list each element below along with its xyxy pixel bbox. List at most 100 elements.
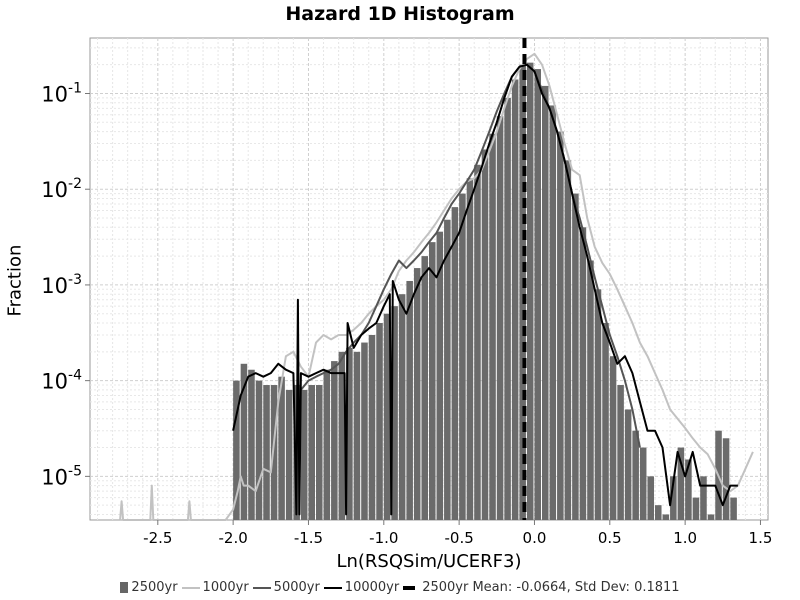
histogram-bar [331,361,338,520]
chart-title: Hazard 1D Histogram [285,3,515,25]
y-axis-label: Fraction [4,244,26,317]
line-series [119,52,754,521]
histogram-bar [594,289,602,520]
histogram-bar [602,323,609,520]
histogram-bar [632,430,639,520]
x-tick-label: 1.5 [749,529,773,547]
histogram-bar [391,306,398,520]
histogram-bar [722,438,730,520]
y-tick-label: 10-1 [41,80,82,106]
x-tick-label: -2.5 [143,529,172,547]
legend-item-1000yr: 1000yr [181,580,249,595]
histogram-bar [270,385,278,520]
histogram-bar [421,256,428,520]
y-tick-label: 10-5 [41,463,82,489]
histogram-bar [647,476,654,520]
legend-label: 2500yr [131,580,178,595]
bar-series-2500yr [233,62,737,521]
x-tick-label: -1.5 [294,529,323,547]
histogram-bar [353,351,361,520]
legend-swatch-line [252,586,271,589]
histogram-bar [240,363,248,520]
histogram-bar [346,347,353,520]
histogram-bar [519,64,526,520]
histogram-bar [316,385,323,520]
legend-label: 1000yr [202,580,249,595]
histogram-bar [308,385,315,520]
legend-swatch-line [181,586,200,589]
histogram-bar [609,356,617,520]
histogram-bar [233,380,240,520]
histogram-bar [383,313,391,520]
histogram-bar [466,178,474,520]
y-axis-ticks: 10-5 10-4 10-3 10-2 10-1 [41,80,90,489]
y-tick-label: 10-4 [41,368,82,394]
x-tick-label: 0.5 [598,529,622,547]
histogram-bar [662,514,670,520]
histogram-bar [542,85,549,520]
legend-label: 10000yr [344,580,400,595]
histogram-bar [255,380,263,520]
histogram-bar [398,294,406,520]
x-tick-label: -1.0 [369,529,398,547]
x-tick-label: -0.5 [444,529,473,547]
histogram-bar [474,164,481,520]
legend-label: 2500yr Mean: -0.0664, Std Dev: 0.1811 [422,580,680,595]
histogram-bar [436,231,444,520]
histogram-bar [549,105,557,521]
histogram-bar [263,385,270,520]
histogram-bar [376,323,383,520]
histogram-bar [685,459,692,520]
histogram-bar [526,62,534,520]
legend-item-10000yr: 10000yr [323,580,400,595]
histogram-bar [624,409,632,520]
histogram-bar [587,260,594,520]
legend-item-2500yr: 2500yr [120,580,178,595]
histogram-bar [368,334,376,520]
histogram-bar [670,476,677,520]
histogram-bar [700,476,707,520]
histogram-bar [248,369,255,520]
x-tick-label: 1.0 [673,529,697,547]
x-axis-label: Ln(RSQSim/UCERF3) [336,551,522,572]
x-axis-ticks: -2.5 -2.0 -1.5 -1.0 -0.5 0.0 0.5 1.0 1.5 [143,520,772,547]
legend-item-5000yr: 5000yr [252,580,320,595]
histogram-bar [323,369,331,520]
histogram-bar [338,351,346,520]
y-tick-label: 10-3 [41,272,82,298]
histogram-bar [504,97,511,520]
histogram-bar [361,342,368,520]
histogram-bar [534,69,541,520]
histogram-bar [692,497,700,520]
x-tick-label: 0.0 [523,529,547,547]
histogram-bar [579,227,587,521]
histogram-bar [572,193,579,520]
series-line-10000yr [232,63,738,516]
legend-item-mean: 2500yr Mean: -0.0664, Std Dev: 0.1811 [403,580,680,595]
legend-label: 5000yr [273,580,320,595]
histogram-bar [496,116,504,521]
histogram-bar [617,385,624,520]
histogram-bar [564,160,572,520]
histogram-bar [406,280,413,520]
histogram-bar [451,207,459,520]
histogram-bar [511,79,519,520]
histogram-bar [677,447,685,520]
y-tick-label: 10-2 [41,176,82,202]
histogram-bar [639,447,647,520]
histogram-bar [481,149,489,520]
legend-swatch-line [323,586,342,589]
legend-swatch-dash [403,585,420,590]
histogram-bar [300,389,308,520]
series-line-1000yr [119,52,754,521]
histogram-bar [655,505,662,520]
histogram-bar [413,268,421,520]
histogram-bar [285,389,293,520]
histogram-bar [707,514,715,520]
histogram-bar [429,242,436,520]
legend: 2500yr 1000yr 5000yr 10000yr 2500yr Mean… [0,580,800,595]
histogram-bar [730,497,737,520]
histogram-bar [489,133,496,520]
x-tick-label: -2.0 [218,529,247,547]
